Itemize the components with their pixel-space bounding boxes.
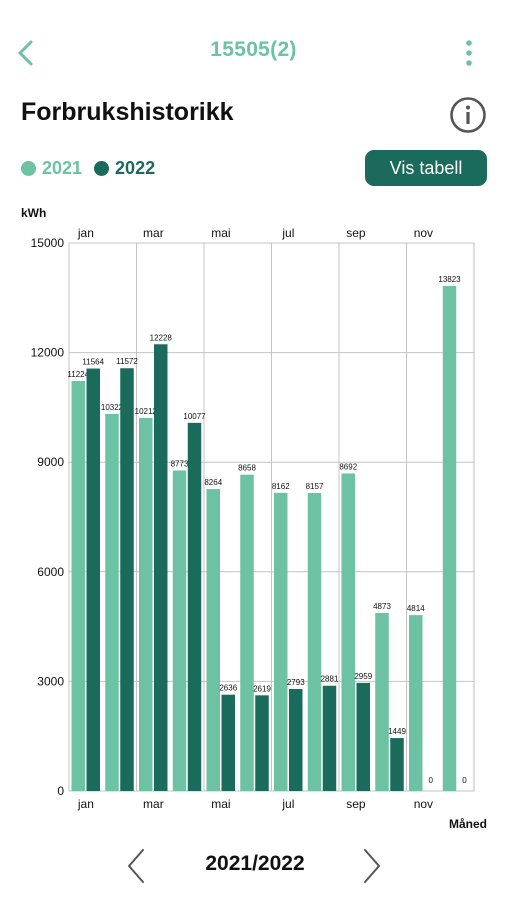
data-label-2021-jun: 8658 [238,464,256,473]
data-label-2022-apr: 10077 [183,412,206,421]
x-tick-label-top: jan [77,226,94,240]
data-label-2021-aug: 8157 [306,482,324,491]
y-tick-label: 15000 [31,236,65,250]
data-label-2022-okt: 1449 [388,727,406,736]
legend-dot-2021 [21,160,36,176]
x-tick-label-top: mar [143,226,164,240]
y-axis-title: kWh [21,206,46,220]
more-vertical-icon [466,40,472,66]
y-tick-label: 9000 [37,455,64,469]
next-period-button[interactable] [355,846,387,886]
meter-title: 15505(2) [210,38,297,61]
bar-2022-sep [356,682,370,791]
top-bar: 15505(2) [0,0,507,100]
info-icon [450,97,486,133]
bar-2021-okt [375,612,389,791]
legend-label-2022: 2022 [115,157,156,178]
data-label-2021-feb: 10322 [101,403,124,412]
chevron-left-icon [18,40,33,66]
x-tick-label-bottom: nov [414,797,433,811]
chevron-right-icon [364,849,380,883]
bar-2021-mar [139,417,153,791]
bar-2021-apr [172,470,187,791]
y-tick-label: 3000 [37,674,64,688]
x-tick-label-bottom: mai [211,797,230,811]
bar-2022-aug [322,685,337,791]
data-label-2022-jun: 2619 [253,684,271,693]
bar-2022-feb [120,368,134,791]
bar-2022-jul [289,688,303,791]
more-menu-button[interactable] [452,36,486,70]
bar-2021-nov [409,615,423,791]
period-label: 2021/2022 [205,852,305,875]
bar-2021-jul [274,492,288,791]
legend-item-2021[interactable]: 2021 [21,158,82,179]
data-label-2022-des: 0 [462,776,467,785]
legend-item-2022[interactable]: 2022 [94,158,155,179]
x-tick-label-bottom: jan [77,797,94,811]
y-tick-label: 12000 [31,346,65,360]
x-axis-title: Måned [449,817,487,831]
data-label-2021-des: 13823 [438,275,461,284]
x-tick-label-top: nov [414,226,433,240]
page-title: Forbrukshistorikk [21,98,234,126]
data-label-2022-jan: 11564 [82,358,104,367]
bar-2021-mai [206,489,220,791]
chevron-left-icon [128,849,144,883]
previous-period-button[interactable] [121,846,153,886]
data-label-2021-jul: 8162 [272,482,290,491]
data-label-2022-mar: 12228 [150,333,173,342]
x-tick-label-top: sep [346,226,366,240]
data-label-2021-jan: 11224 [67,370,89,379]
legend-label-2021: 2021 [42,157,83,178]
x-tick-label-top: mai [211,226,230,240]
info-button[interactable] [449,96,487,134]
bar-2021-feb [105,413,119,791]
y-tick-label: 6000 [37,565,64,579]
data-label-2021-sep: 8692 [339,462,357,471]
bar-2021-jan [71,380,85,791]
data-label-2021-okt: 4873 [373,602,391,611]
chart-legend: 2021 2022 [21,156,167,180]
consumption-bar-chart: 0 3000 6000 9000 12000 15000 jan jan mar mar mai ma… [21,206,487,831]
bar-2021-jun [240,474,254,791]
x-tick-label-bottom: mar [143,797,164,811]
data-label-2022-feb: 11572 [116,357,138,366]
x-tick-label-bottom: sep [346,797,366,811]
bar-2022-apr [187,422,202,791]
y-tick-label: 0 [57,784,64,798]
show-table-button[interactable]: Vis tabell [365,150,487,186]
bar-2022-mai [221,694,235,791]
back-button[interactable] [10,36,44,70]
data-label-2022-nov: 0 [429,776,434,785]
data-label-2022-mai: 2636 [219,684,237,693]
data-label-2022-jul: 2793 [287,678,305,687]
bar-2021-aug [307,492,322,791]
bar-2021-sep [341,473,355,791]
bar-2022-okt [390,738,404,791]
x-tick-label-top: jul [281,226,294,240]
x-tick-label-bottom: jul [281,797,294,811]
data-label-2022-aug: 2881 [321,675,339,684]
data-label-2022-sep: 2959 [354,672,372,681]
bar-2022-mar [154,344,168,791]
legend-dot-2022 [94,160,110,176]
data-label-2021-mar: 10212 [135,407,158,416]
bar-2022-jan [86,368,100,791]
data-label-2021-mai: 8264 [204,478,222,487]
bar-2021-des [442,285,457,791]
data-label-2021-nov: 4814 [407,604,425,613]
bar-2022-jun [255,695,269,791]
data-label-2021-apr: 8773 [171,459,189,468]
